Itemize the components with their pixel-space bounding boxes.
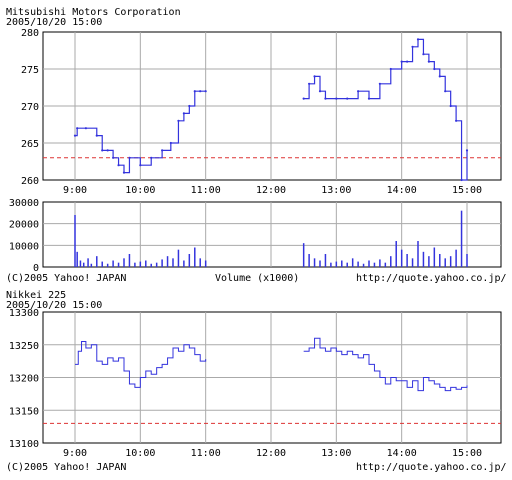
nikkei-copyright: (C)2005 Yahoo! JAPAN [6, 462, 126, 473]
price-point [313, 75, 316, 78]
price-point [302, 97, 305, 100]
price-point [367, 97, 371, 100]
price-point [465, 149, 469, 152]
x-tick-label: 12:00 [256, 185, 286, 196]
price-point [117, 164, 120, 167]
x-tick-label: 13:00 [321, 448, 351, 459]
stock-source-link[interactable]: http://quote.yahoo.co.jp/ [356, 273, 507, 284]
nikkei-source-link[interactable]: http://quote.yahoo.co.jp/ [356, 462, 507, 473]
price-point [161, 149, 164, 152]
price-point [139, 164, 142, 167]
volume-y-axis: 0 10000 20000 30000 [9, 198, 39, 274]
price-point [182, 112, 185, 115]
price-point [438, 75, 441, 78]
x-tick-label: 15:00 [452, 185, 482, 196]
nikkei-grid [43, 312, 501, 443]
price-point [169, 141, 172, 145]
volume-grid [43, 202, 501, 267]
y-tick-label: 260 [21, 176, 39, 187]
price-point [318, 90, 322, 93]
y-tick-label: 30000 [9, 198, 39, 209]
y-tick-label: 10000 [9, 241, 39, 252]
stock-title: Mitsubishi Motors Corporation [6, 7, 181, 18]
price-point [416, 38, 420, 41]
price-point [76, 127, 79, 130]
stock-copyright: (C)2005 Yahoo! JAPAN [6, 273, 126, 284]
price-point [460, 178, 463, 182]
volume-bars [74, 210, 468, 267]
x-tick-label: 11:00 [191, 448, 221, 459]
price-point [128, 156, 131, 159]
nikkei-x-axis: 9:00 10:00 11:00 12:00 13:00 14:00 15:00 [63, 448, 482, 459]
price-point [346, 97, 349, 100]
price-point [308, 82, 311, 85]
price-point [150, 156, 153, 159]
nikkei-y-axis: 13100 13150 13200 13250 13300 [9, 308, 39, 450]
price-point [455, 119, 458, 122]
x-tick-label: 12:00 [256, 448, 286, 459]
price-point [324, 97, 327, 100]
x-tick-label: 9:00 [63, 185, 87, 196]
price-line-segment [303, 38, 468, 181]
y-tick-label: 270 [21, 102, 39, 113]
x-tick-label: 10:00 [125, 185, 155, 196]
x-tick-label: 14:00 [387, 185, 417, 196]
price-point [449, 104, 452, 108]
x-tick-label: 11:00 [191, 185, 221, 196]
price-point [106, 149, 109, 152]
price-point [188, 104, 191, 108]
price-point [411, 45, 414, 48]
nikkei-series [43, 337, 501, 424]
volume-plot-frame [42, 201, 502, 268]
nikkei-line-segment [303, 337, 468, 392]
y-tick-label: 0 [33, 263, 39, 274]
price-grid [43, 32, 501, 180]
stock-date: 2005/10/20 15:00 [6, 17, 102, 28]
y-tick-label: 13250 [9, 341, 39, 352]
y-tick-label: 280 [21, 28, 39, 39]
price-point [389, 67, 392, 71]
volume-label: Volume (x1000) [215, 273, 299, 284]
y-tick-label: 13200 [9, 374, 39, 385]
price-point [199, 90, 202, 93]
y-tick-label: 13100 [9, 439, 39, 450]
x-tick-label: 15:00 [452, 448, 482, 459]
price-series [43, 38, 501, 182]
price-point [400, 60, 403, 63]
price-point [204, 90, 207, 93]
y-tick-label: 275 [21, 65, 39, 76]
x-tick-label: 14:00 [387, 448, 417, 459]
price-point [73, 134, 77, 137]
price-point [422, 53, 425, 56]
price-point [433, 67, 436, 71]
price-y-axis: 260 265 270 275 280 [21, 28, 39, 187]
price-point [357, 90, 360, 93]
nikkei-date: 2005/10/20 15:00 [6, 300, 102, 311]
price-point [84, 127, 87, 130]
y-tick-label: 20000 [9, 220, 39, 231]
price-point [335, 97, 338, 100]
price-point [444, 90, 447, 93]
x-tick-label: 10:00 [125, 448, 155, 459]
x-tick-label: 13:00 [321, 185, 351, 196]
price-line-segment [75, 90, 206, 174]
nikkei-line-segment [75, 340, 207, 388]
y-tick-label: 13300 [9, 308, 39, 319]
price-point [122, 171, 126, 174]
price-point [427, 60, 430, 63]
price-x-axis: 9:00 10:00 11:00 12:00 13:00 14:00 15:00 [63, 185, 482, 196]
price-point [193, 90, 196, 93]
nikkei-title: Nikkei 225 [6, 290, 66, 301]
y-tick-label: 265 [21, 139, 39, 150]
price-point [378, 82, 381, 85]
price-point [95, 134, 98, 137]
y-tick-label: 13150 [9, 406, 39, 417]
price-point [406, 60, 409, 63]
price-point [177, 119, 180, 122]
x-tick-label: 9:00 [63, 448, 87, 459]
price-point [101, 149, 104, 152]
price-point [112, 156, 115, 159]
